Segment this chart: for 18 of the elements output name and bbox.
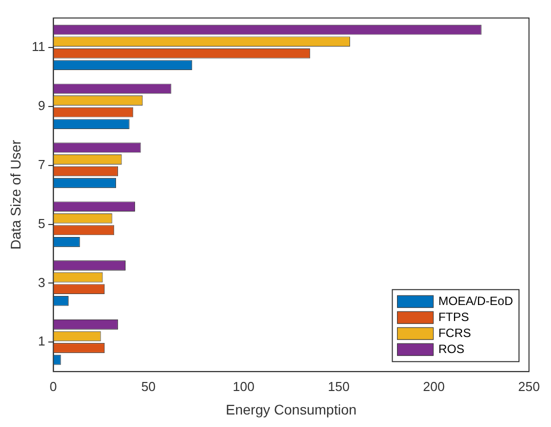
x-tick-label: 250	[518, 378, 540, 394]
legend-label: ROS	[438, 342, 464, 356]
x-tick-label: 100	[232, 378, 254, 394]
x-axis-title: Energy Consumption	[226, 401, 357, 418]
x-tick-label: 0	[50, 378, 57, 394]
y-tick-label: 3	[38, 274, 46, 290]
y-axis-title: Data Size of User	[7, 140, 24, 250]
y-tick-label: 7	[38, 156, 46, 172]
x-tick-label: 50	[141, 378, 156, 394]
y-tick-label: 1	[38, 334, 46, 349]
legend-label: FCRS	[438, 326, 471, 340]
legend-label: FTPS	[438, 310, 469, 324]
x-tick-label: 200	[423, 378, 445, 394]
y-tick-label: 5	[38, 216, 46, 231]
y-tick-label: 9	[38, 98, 46, 113]
legend-label: MOEA/D-EoD	[438, 294, 514, 308]
x-tick-label: 150	[328, 378, 350, 394]
y-tick-label: 11	[32, 39, 46, 54]
